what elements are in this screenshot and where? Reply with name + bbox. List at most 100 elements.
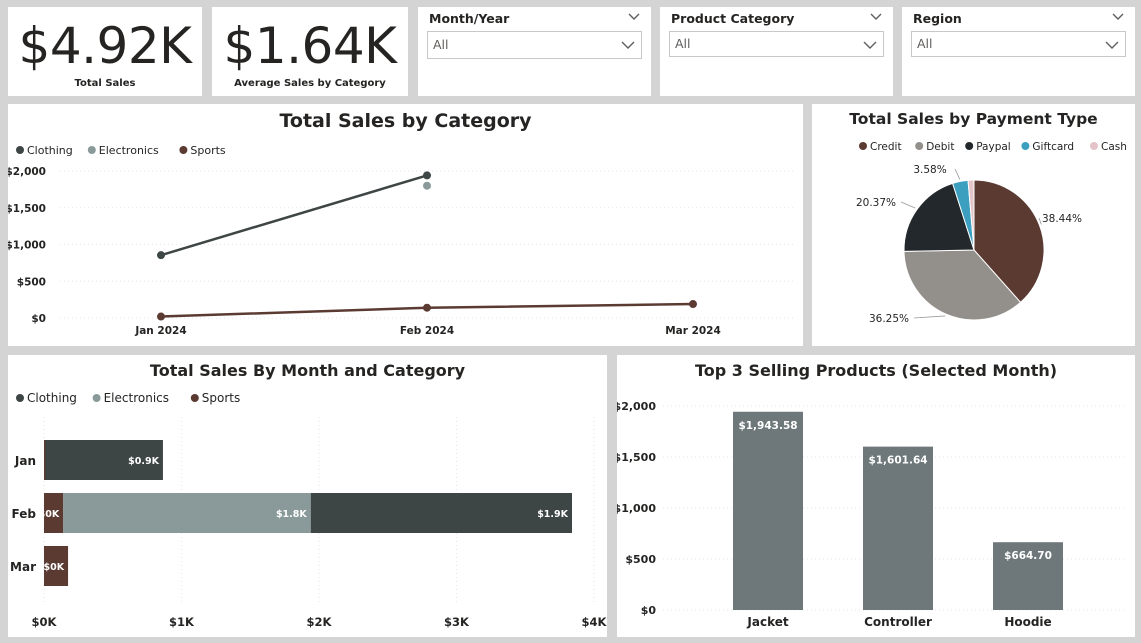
legend-label: Clothing xyxy=(27,391,77,405)
month-year-selected-value: All xyxy=(433,37,449,52)
y-tick-label: $2,000 xyxy=(8,166,46,178)
data-point-clothing xyxy=(157,251,165,260)
bar-chart-top-products: Top 3 Selling Products (Selected Month) … xyxy=(617,355,1135,637)
y-tick-label: Feb xyxy=(12,507,37,521)
leader-line xyxy=(900,201,916,209)
bar-data-label: $1,943.58 xyxy=(738,420,797,432)
slicer-month-year-title: Month/Year xyxy=(429,11,510,26)
legend-marker xyxy=(92,394,101,402)
bar-segment-clothing xyxy=(45,440,163,480)
y-tick-label: $1,500 xyxy=(8,203,46,215)
slicer-product-category-title: Product Category xyxy=(671,11,795,26)
avg-sales-label: Average Sales by Category xyxy=(234,78,386,89)
x-tick-label: Mar 2024 xyxy=(665,325,721,337)
stacked-bar-svg: Clothing Electronics Sports $0K $1K $2K $3K $4K… xyxy=(10,391,607,629)
legend-marker xyxy=(179,146,188,154)
pie-slice-credit xyxy=(973,179,1045,304)
total-sales-label: Total Sales xyxy=(74,78,136,89)
x-tick-label: $2K xyxy=(307,615,333,629)
bar-data-label: $0.9K xyxy=(128,456,159,467)
data-point-sports xyxy=(689,300,697,309)
chevron-down-icon xyxy=(1105,41,1119,49)
x-tick-label: $3K xyxy=(444,615,470,629)
x-tick-label: $1K xyxy=(169,615,195,629)
data-point-electronics xyxy=(423,181,431,190)
total-sales-value: $4.92K xyxy=(18,17,192,75)
bar-data-label: $0K xyxy=(43,562,64,573)
bar-chart-month-category: Total Sales By Month and Category Clothi… xyxy=(8,355,607,637)
pie-data-label: 20.37% xyxy=(856,197,896,209)
legend-marker xyxy=(87,146,96,154)
bar-jacket xyxy=(733,411,803,610)
legend-marker xyxy=(1090,142,1098,150)
y-tick-label: $2,000 xyxy=(617,400,656,413)
x-tick-label: Jan 2024 xyxy=(134,325,186,337)
legend-label: Sports xyxy=(190,144,226,157)
top-products-title: Top 3 Selling Products (Selected Month) xyxy=(694,361,1058,380)
top-products-svg: $0 $500 $1,000 $1,500 $2,000 $1,943.58 Jacket $… xyxy=(617,400,1127,629)
chevron-down-icon xyxy=(863,41,877,49)
pie-slice-cash xyxy=(967,179,975,251)
chevron-down-icon xyxy=(621,41,635,49)
chevron-down-icon[interactable] xyxy=(627,11,641,23)
legend-marker xyxy=(16,394,24,402)
y-tick-label: $1,000 xyxy=(617,502,656,515)
legend-label: Electronics xyxy=(99,144,159,157)
legend-marker xyxy=(859,142,867,150)
y-tick-label: $500 xyxy=(17,276,46,288)
product-category-selected-value: All xyxy=(675,36,691,51)
region-selected-value: All xyxy=(917,36,933,51)
legend-marker xyxy=(16,146,24,154)
legend-label: Cash xyxy=(1101,141,1127,153)
x-tick-label: Jacket xyxy=(746,615,788,629)
x-tick-label: Hoodie xyxy=(1004,615,1051,629)
slicer-region-title: Region xyxy=(913,11,962,26)
pie-chart-svg: Credit Debit Paypal Giftcard Cash 38.44% 36.25… xyxy=(856,141,1127,325)
slicer-region: Region All xyxy=(902,7,1135,96)
line-chart-svg: Clothing Electronics Sports $0 $500 $1,000 $1,… xyxy=(8,144,794,337)
legend-label: Electronics xyxy=(104,391,169,405)
legend-label: Credit xyxy=(870,141,902,153)
avg-sales-value: $1.64K xyxy=(223,17,397,75)
pie-data-label: 3.58% xyxy=(913,164,946,176)
bar-segment-sports xyxy=(44,546,69,586)
bar-data-label: $664.70 xyxy=(1004,550,1052,562)
y-tick-label: $0 xyxy=(31,313,46,325)
bar-controller xyxy=(863,446,933,610)
legend-label: Sports xyxy=(202,391,240,405)
bar-segment-sports xyxy=(44,440,46,480)
y-tick-label: Jan xyxy=(14,454,36,468)
x-tick-label: $0K xyxy=(32,615,58,629)
leader-line xyxy=(1038,217,1042,225)
chevron-down-icon[interactable] xyxy=(1111,11,1125,23)
stacked-chart-title: Total Sales By Month and Category xyxy=(149,361,466,380)
bar-data-label: $1.9K xyxy=(537,509,568,520)
kpi-card-avg-sales: $1.64K Average Sales by Category xyxy=(212,7,408,96)
product-category-dropdown[interactable]: All xyxy=(669,31,884,57)
data-point-sports xyxy=(157,312,165,321)
pie-slice-debit xyxy=(903,249,1022,321)
chevron-down-icon[interactable] xyxy=(869,11,883,23)
x-tick-label: Feb 2024 xyxy=(400,325,454,337)
legend-marker xyxy=(915,142,924,150)
y-tick-label: $500 xyxy=(625,553,656,566)
bar-hoodie xyxy=(993,542,1063,610)
x-tick-label: $4K xyxy=(582,615,607,629)
kpi-card-total-sales: $4.92K Total Sales xyxy=(8,7,202,96)
series-line-clothing xyxy=(160,174,428,257)
y-tick-label: $0 xyxy=(641,604,657,617)
bar-data-label: $1.8K xyxy=(276,509,307,520)
pie-chart-payment-type: Total Sales by Payment Type Credit Debit P… xyxy=(812,104,1135,346)
pie-data-label: 36.25% xyxy=(869,313,909,325)
region-dropdown[interactable]: All xyxy=(911,31,1126,57)
legend-marker xyxy=(965,142,974,150)
x-tick-label: Controller xyxy=(864,615,932,629)
month-year-dropdown[interactable]: All xyxy=(427,31,642,59)
legend-label: Debit xyxy=(926,141,954,153)
leader-line xyxy=(913,315,946,319)
data-point-clothing xyxy=(423,171,431,180)
legend-label: Paypal xyxy=(976,141,1011,153)
bar-segment-clothing xyxy=(310,493,572,533)
pie-data-label: 38.44% xyxy=(1042,213,1082,225)
bar-data-label: $0K xyxy=(39,509,60,520)
